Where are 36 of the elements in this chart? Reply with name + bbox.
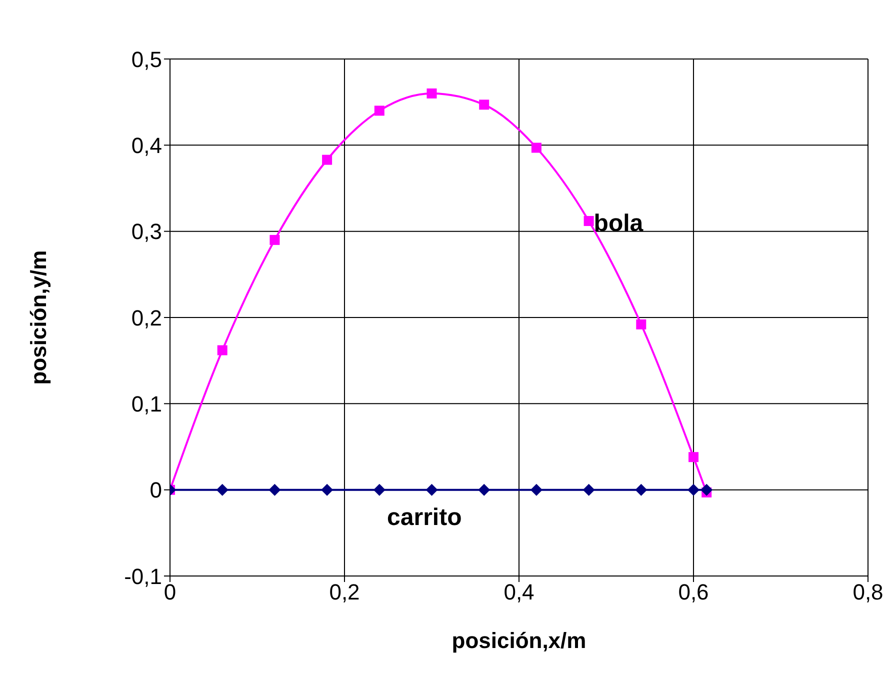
x-tick-label: 0,8 xyxy=(852,580,884,605)
x-tick-label: 0,6 xyxy=(678,580,709,605)
point xyxy=(217,345,228,356)
y-axis-title: posición,y/m xyxy=(26,250,51,385)
point xyxy=(635,484,648,496)
point xyxy=(582,484,595,496)
point xyxy=(216,484,228,496)
x-tick-label: 0,2 xyxy=(329,580,360,605)
point xyxy=(426,484,438,496)
point xyxy=(373,484,386,496)
point xyxy=(584,216,594,226)
point xyxy=(270,234,280,245)
point xyxy=(374,106,384,116)
y-tick-label: 0 xyxy=(150,478,162,503)
point xyxy=(636,319,646,330)
point xyxy=(479,100,490,110)
y-tick-label: 0,3 xyxy=(131,219,162,244)
y-tick-label: 0,1 xyxy=(131,391,162,416)
y-tick-label: 0,2 xyxy=(131,305,162,330)
y-tick-label: -0,1 xyxy=(124,564,162,589)
point xyxy=(688,484,700,496)
x-tick-label: 0,4 xyxy=(504,580,534,605)
y-tick-label: 0,5 xyxy=(131,46,162,72)
point xyxy=(700,484,713,496)
point xyxy=(268,484,281,496)
point xyxy=(322,154,332,165)
point xyxy=(426,88,437,98)
annotation: bola xyxy=(594,210,644,238)
point xyxy=(321,484,334,496)
point xyxy=(531,142,542,153)
annotation: carrito xyxy=(387,504,462,531)
point xyxy=(530,484,542,496)
point xyxy=(688,452,698,462)
x-axis-title: posición,x/m xyxy=(452,628,586,653)
point xyxy=(478,484,490,496)
y-tick-label: 0,4 xyxy=(131,132,162,158)
